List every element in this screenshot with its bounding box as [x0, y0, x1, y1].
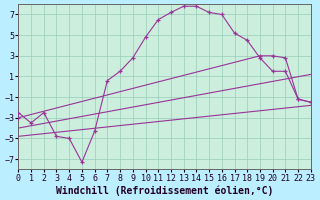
X-axis label: Windchill (Refroidissement éolien,°C): Windchill (Refroidissement éolien,°C) [56, 185, 273, 196]
